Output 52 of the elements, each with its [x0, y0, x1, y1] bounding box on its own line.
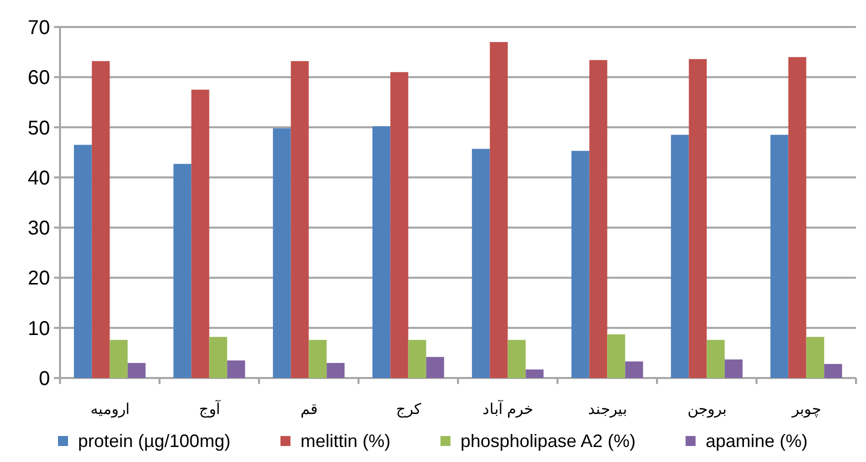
y-tick-label: 20 — [28, 268, 50, 290]
legend-label: melittin (%) — [300, 431, 390, 451]
y-tick-label: 10 — [28, 318, 50, 340]
bar — [227, 360, 246, 378]
bar — [625, 361, 644, 378]
legend-label: phospholipase A2 (%) — [460, 431, 636, 451]
x-tick-label: ارومیه — [90, 401, 130, 418]
bar — [408, 340, 426, 378]
bar — [110, 340, 128, 378]
x-tick-label: آوج — [198, 400, 221, 418]
bar — [92, 61, 110, 378]
bar — [74, 144, 92, 378]
y-tick-label: 40 — [28, 167, 50, 190]
legend-label: protein (µg/100mg) — [78, 431, 230, 451]
bar — [526, 369, 544, 378]
bar — [191, 90, 210, 378]
x-tick-label: قم — [300, 401, 318, 418]
y-tick-label: 0 — [38, 368, 50, 390]
legend-label: apamine (%) — [706, 431, 808, 451]
x-tick-label: خرم آباد — [482, 400, 533, 418]
bar — [508, 340, 526, 378]
bar — [173, 164, 192, 378]
bar — [589, 60, 608, 378]
bar — [272, 128, 291, 378]
x-tick-label: چوبر — [790, 401, 821, 418]
bar — [607, 334, 626, 378]
x-tick-label: بروجن — [687, 401, 726, 418]
bar — [472, 148, 490, 378]
bar — [209, 336, 228, 378]
y-tick-label: 30 — [28, 218, 50, 240]
x-tick-label: کرج — [396, 401, 422, 418]
bar — [308, 340, 327, 378]
y-tick-label: 50 — [28, 117, 50, 140]
bar — [390, 72, 408, 378]
bar — [806, 336, 824, 378]
y-tick-label: 70 — [28, 17, 50, 39]
bar — [426, 356, 444, 378]
bar — [290, 61, 309, 378]
bar — [770, 134, 788, 378]
bar — [326, 362, 345, 378]
bar — [128, 362, 146, 378]
bar — [688, 59, 707, 378]
bar — [670, 134, 689, 378]
x-tick-label: بیرجند — [588, 401, 627, 418]
bar — [571, 150, 590, 378]
y-tick-label: 60 — [28, 67, 50, 90]
bar — [706, 340, 725, 378]
bar — [490, 42, 508, 378]
bar — [372, 126, 390, 378]
bar — [824, 364, 842, 378]
bar — [724, 359, 743, 378]
bar — [788, 57, 806, 378]
